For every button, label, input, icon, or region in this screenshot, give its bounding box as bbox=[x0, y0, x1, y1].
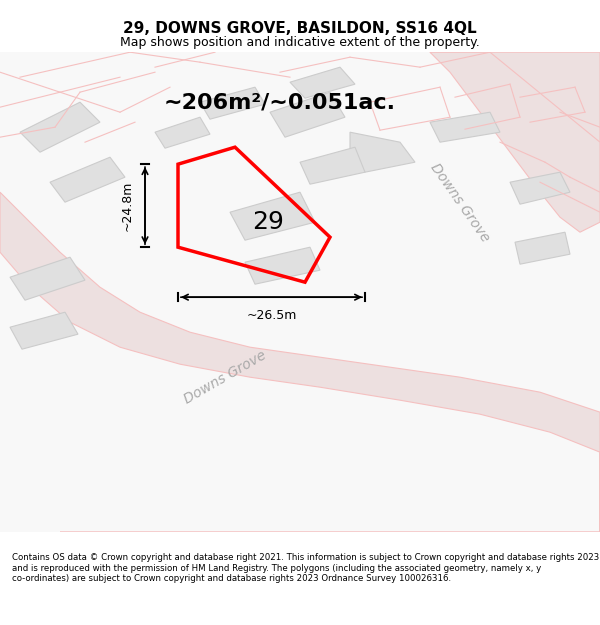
Polygon shape bbox=[430, 112, 500, 142]
Text: 29: 29 bbox=[252, 210, 284, 234]
Polygon shape bbox=[200, 87, 265, 119]
Polygon shape bbox=[10, 257, 85, 300]
Polygon shape bbox=[50, 157, 125, 202]
Polygon shape bbox=[20, 102, 100, 152]
Polygon shape bbox=[290, 67, 355, 98]
Text: 29, DOWNS GROVE, BASILDON, SS16 4QL: 29, DOWNS GROVE, BASILDON, SS16 4QL bbox=[123, 21, 477, 36]
Polygon shape bbox=[510, 172, 570, 204]
Text: ~24.8m: ~24.8m bbox=[121, 181, 133, 231]
Text: ~206m²/~0.051ac.: ~206m²/~0.051ac. bbox=[164, 92, 396, 112]
Polygon shape bbox=[430, 52, 600, 232]
Polygon shape bbox=[245, 247, 320, 284]
Text: Downs Grove: Downs Grove bbox=[181, 348, 269, 406]
Text: Map shows position and indicative extent of the property.: Map shows position and indicative extent… bbox=[120, 36, 480, 49]
Text: ~26.5m: ~26.5m bbox=[247, 309, 296, 322]
Text: Contains OS data © Crown copyright and database right 2021. This information is : Contains OS data © Crown copyright and d… bbox=[12, 553, 599, 583]
Polygon shape bbox=[515, 232, 570, 264]
Polygon shape bbox=[300, 147, 365, 184]
Polygon shape bbox=[230, 192, 315, 240]
Polygon shape bbox=[155, 117, 210, 148]
Text: Downs Grove: Downs Grove bbox=[428, 160, 492, 244]
Polygon shape bbox=[10, 312, 78, 349]
Polygon shape bbox=[430, 52, 600, 152]
Polygon shape bbox=[270, 92, 345, 137]
Polygon shape bbox=[0, 192, 600, 532]
Polygon shape bbox=[350, 132, 415, 172]
